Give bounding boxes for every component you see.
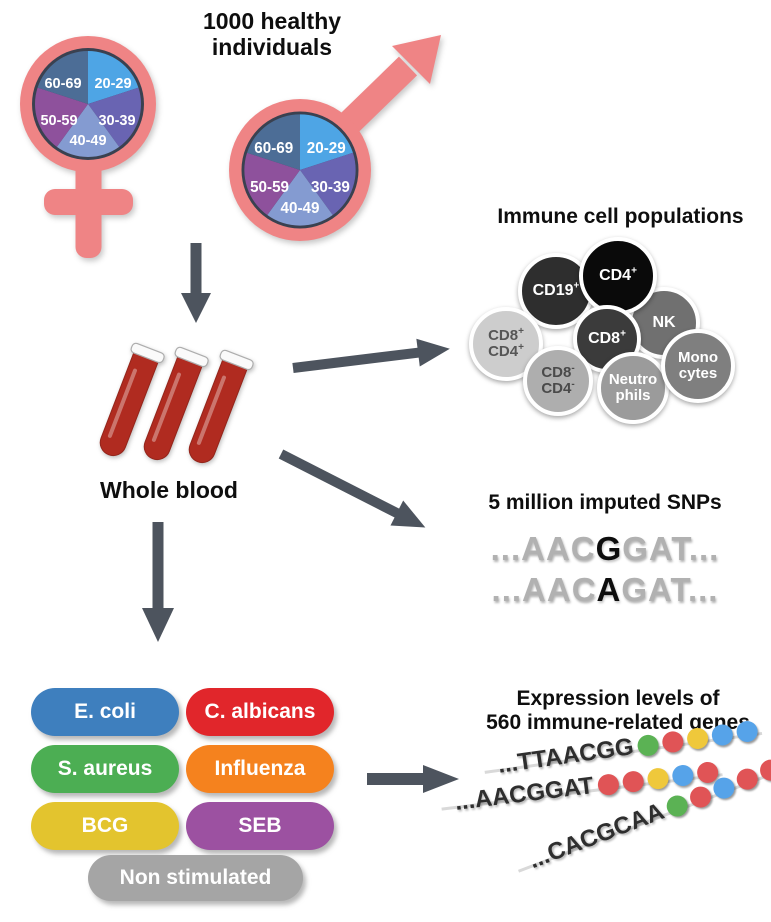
study-title-line2: individuals <box>211 34 333 60</box>
expression-title-line1: Expression levels of <box>516 687 720 710</box>
female-crossbar <box>44 189 133 215</box>
snp-sequences: ...AACGGAT... ...AACAGAT... <box>455 528 755 610</box>
pie-slice-label: 50-59 <box>40 113 77 129</box>
pie-slice-40-49 <box>56 104 120 158</box>
male-arrow-head <box>392 35 441 84</box>
tube-rim <box>174 346 209 368</box>
arrow-blood-to-snps <box>278 449 426 528</box>
expression-title: Expression levels of 560 immune-related … <box>465 687 771 735</box>
stimulus-pill-calbicans: C. albicans <box>186 688 334 736</box>
pie-slice-label: 20-29 <box>307 140 346 157</box>
expression-dot <box>660 729 685 754</box>
cell-circle-monocytes: Mono cytes <box>661 329 735 403</box>
expression-dot <box>710 722 735 747</box>
snps-title: 5 million imputed SNPs <box>488 491 722 514</box>
blood-tubes-icon <box>99 342 254 464</box>
arrow-stimuli-to-expression <box>367 765 459 793</box>
stimulus-pill-seb: SEB <box>186 802 334 850</box>
pie-slice-50-59 <box>244 152 300 216</box>
expression-dot <box>636 733 660 757</box>
female-gender-icon: 20-29 30-39 40-49 50-59 60-69 <box>20 36 156 258</box>
stimulus-pill-nonstimulated: Non stimulated <box>88 855 303 901</box>
expression-dot <box>670 763 695 787</box>
cell-circle-cd8neg-cd4neg: CD8- CD4- <box>523 346 593 416</box>
pie-slice-30-39 <box>88 87 142 147</box>
blood-tube <box>99 342 165 457</box>
pie-slice-20-29 <box>300 114 353 170</box>
pie-slice-label: 60-69 <box>44 76 81 92</box>
snp-variant: A <box>596 571 622 608</box>
male-gender-icon: 20-29 30-39 40-49 50-59 60-69 <box>229 35 441 241</box>
pie-slice-label: 40-49 <box>281 200 320 217</box>
study-title: 1000 healthy individuals <box>157 8 387 60</box>
pie-slice-60-69 <box>247 114 300 170</box>
pie-slice-label: 30-39 <box>98 113 135 129</box>
stimulus-pill-bcg: BCG <box>31 802 179 850</box>
snp-variant: G <box>595 530 623 567</box>
pie-slice-50-59 <box>34 87 88 147</box>
expression-dot <box>685 726 710 750</box>
pie-slice-label: 30-39 <box>311 179 350 196</box>
arrow-individuals-to-blood <box>181 243 211 323</box>
male-age-pie: 20-29 30-39 40-49 50-59 60-69 <box>244 114 356 226</box>
immune-title: Immune cell populations <box>497 205 744 228</box>
pie-slice-60-69 <box>37 51 88 104</box>
expression-dot <box>596 772 620 796</box>
whole-blood-label: Whole blood <box>100 477 238 503</box>
stimulus-pill-saureus: S. aureus <box>31 745 179 793</box>
stimulus-pill-influenza: Influenza <box>186 745 334 793</box>
snp-sequence-1: ...AACGGAT... <box>490 530 720 567</box>
stimulus-pill-ecoli: E. coli <box>31 688 179 736</box>
pie-slice-label: 50-59 <box>250 179 289 196</box>
pie-slice-label: 20-29 <box>94 76 131 92</box>
pie-slice-label: 40-49 <box>69 133 106 149</box>
expression-dot <box>645 766 670 790</box>
arrow-blood-to-cells <box>292 338 450 373</box>
blood-tube <box>143 346 209 461</box>
cell-circle-neutrophils: Neutro phils <box>597 352 669 424</box>
arrow-blood-to-stimuli <box>142 522 174 642</box>
snp-sequence-2: ...AACAGAT... <box>491 571 719 608</box>
expression-title-line2: 560 immune-related genes <box>486 711 750 734</box>
expression-dot <box>735 719 759 743</box>
tube-rim <box>130 342 165 364</box>
pie-slice-30-39 <box>300 152 356 216</box>
expression-dot <box>621 769 645 793</box>
pie-slice-40-49 <box>267 170 333 226</box>
pie-slice-20-29 <box>88 51 139 104</box>
tube-rim <box>219 349 254 371</box>
pie-slice-label: 60-69 <box>254 140 293 157</box>
cell-circle-cd4: CD4+ <box>579 237 657 315</box>
female-age-pie: 20-29 30-39 40-49 50-59 60-69 <box>34 51 142 158</box>
blood-tube <box>188 349 254 464</box>
study-title-line1: 1000 healthy <box>202 8 342 34</box>
